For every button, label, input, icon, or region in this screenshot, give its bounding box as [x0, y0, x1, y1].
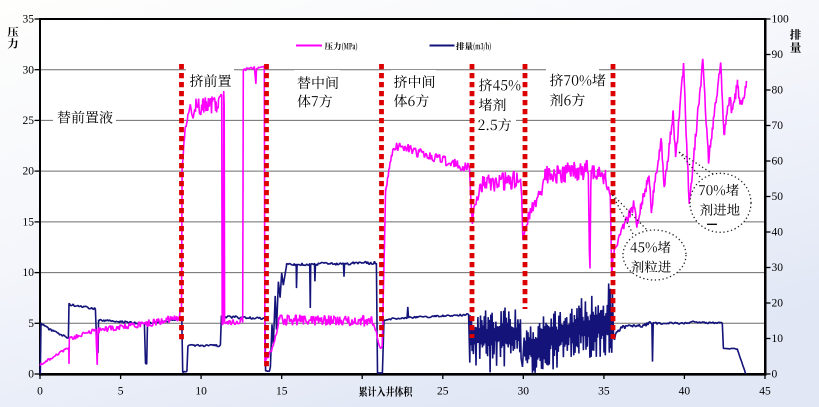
svg-text:35: 35 [23, 14, 35, 26]
svg-text:60: 60 [772, 156, 784, 168]
svg-text:40: 40 [772, 227, 784, 239]
svg-text:5: 5 [28, 318, 34, 330]
svg-text:10: 10 [772, 333, 784, 345]
svg-text:40: 40 [679, 385, 691, 397]
svg-text:5: 5 [118, 385, 124, 397]
svg-text:30: 30 [772, 262, 784, 274]
svg-text:35: 35 [598, 385, 610, 397]
svg-text:80: 80 [772, 85, 784, 97]
svg-text:20: 20 [772, 298, 784, 310]
svg-text:15: 15 [276, 385, 288, 397]
svg-text:20: 20 [23, 166, 35, 178]
svg-text:0: 0 [772, 369, 778, 381]
svg-text:100: 100 [772, 14, 790, 26]
svg-text:70: 70 [772, 120, 784, 132]
svg-text:10: 10 [195, 385, 207, 397]
svg-text:90: 90 [772, 49, 784, 61]
svg-text:50: 50 [772, 191, 784, 203]
svg-text:25: 25 [23, 115, 35, 127]
svg-text:15: 15 [23, 217, 35, 229]
svg-text:0: 0 [28, 369, 34, 381]
svg-text:10: 10 [23, 267, 35, 279]
svg-text:0: 0 [37, 385, 43, 397]
svg-text:45: 45 [759, 385, 771, 397]
svg-text:25: 25 [437, 385, 449, 397]
svg-text:30: 30 [23, 64, 35, 76]
svg-text:30: 30 [518, 385, 530, 397]
